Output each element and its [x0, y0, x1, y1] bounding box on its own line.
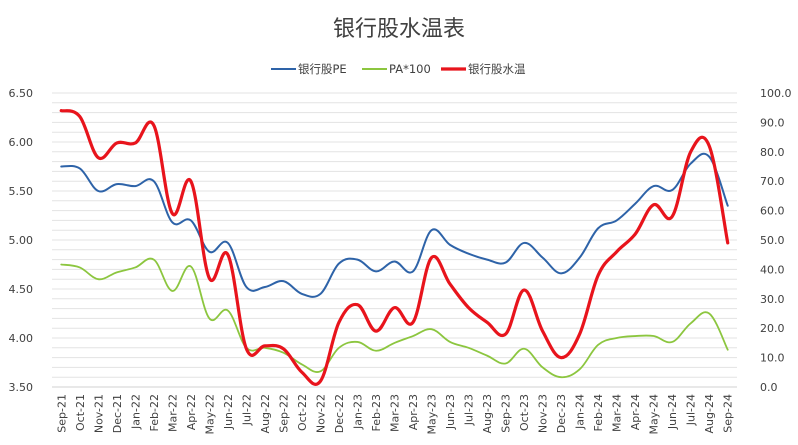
x-axis-tick-label: May-22 — [203, 394, 216, 435]
series-line-bank-temperature — [59, 109, 730, 386]
left-axis-tick-label: 5.00 — [9, 234, 34, 247]
x-axis-tick-label: Oct-22 — [296, 394, 309, 431]
x-axis-tick-label: Sep-22 — [277, 394, 290, 433]
x-axis-tick-label: Feb-23 — [370, 394, 383, 431]
chart-title: 银行股水温表 — [333, 17, 465, 42]
x-axis-tick-label: Mar-22 — [166, 394, 179, 432]
x-axis-tick-label: Jun-23 — [444, 394, 457, 430]
right-axis-tick-label: 20.0 — [760, 322, 785, 335]
right-axis-tick-label: 70.0 — [760, 175, 785, 188]
left-axis-tick-label: 4.00 — [9, 332, 34, 345]
left-axis-tick-label: 4.50 — [9, 283, 34, 296]
x-axis-tick-label: Dec-21 — [111, 394, 124, 433]
x-axis-tick-label: May-24 — [648, 394, 661, 435]
legend: 银行股PE PA*100 银行股水温 — [271, 62, 526, 76]
x-axis-tick-label: May-23 — [426, 394, 439, 435]
x-axis-tick-label: Jun-22 — [222, 394, 235, 430]
right-axis: 0.0 10.0 20.0 30.0 40.0 50.0 60.0 70.0 80.0 90.0 1… — [760, 87, 792, 394]
right-axis-tick-label: 10.0 — [760, 352, 785, 365]
x-axis-tick-label: Feb-24 — [592, 394, 605, 431]
x-axis-tick-label: Aug-22 — [259, 394, 272, 433]
x-axis-tick-label: Jan-24 — [574, 394, 587, 430]
right-axis-tick-label: 80.0 — [760, 146, 785, 159]
left-axis: 3.50 4.00 4.50 5.00 5.50 6.00 6.50 — [9, 87, 34, 394]
right-axis-tick-label: 40.0 — [760, 263, 785, 276]
x-axis-tick-label: Apr-23 — [407, 394, 420, 430]
x-axis-tick-label: Dec-22 — [333, 394, 346, 433]
legend-label: 银行股PE — [298, 62, 347, 76]
left-axis-tick-label: 3.50 — [9, 381, 34, 394]
x-axis-tick-label: Jul-23 — [463, 394, 476, 426]
x-axis-tick-label: Apr-24 — [629, 394, 642, 430]
x-axis-tick-label: Aug-23 — [481, 394, 494, 433]
x-axis-tick-label: Feb-22 — [148, 394, 161, 431]
right-axis-tick-label: 50.0 — [760, 234, 785, 247]
series-lines — [59, 109, 730, 386]
x-axis-tick-label: Mar-24 — [611, 394, 624, 432]
gridlines — [52, 92, 737, 388]
right-axis-tick-label: 60.0 — [760, 205, 785, 218]
series-line-pa100 — [60, 257, 729, 379]
right-axis-tick-label: 90.0 — [760, 116, 785, 129]
x-axis-tick-label: Oct-21 — [74, 394, 87, 431]
x-axis: Sep-21 Oct-21 Nov-21 Dec-21 Jan-22 Feb-22 Mar-… — [55, 394, 734, 435]
x-axis-tick-label: Apr-22 — [185, 394, 198, 430]
left-axis-tick-label: 5.50 — [9, 185, 34, 198]
x-axis-tick-label: Mar-23 — [389, 394, 402, 432]
left-axis-tick-label: 6.00 — [9, 136, 34, 149]
legend-label: 银行股水温 — [468, 62, 526, 76]
x-axis-tick-label: Jun-24 — [666, 394, 679, 430]
right-axis-tick-label: 100.0 — [760, 87, 792, 100]
x-axis-tick-label: Dec-23 — [555, 394, 568, 433]
x-axis-tick-label: Jul-22 — [240, 394, 253, 426]
right-axis-tick-label: 0.0 — [760, 381, 778, 394]
x-axis-tick-label: Jan-22 — [129, 394, 142, 430]
left-axis-tick-label: 6.50 — [9, 87, 34, 100]
x-axis-tick-label: Aug-24 — [703, 394, 716, 433]
series-line-bank-pe — [60, 152, 729, 298]
x-axis-tick-label: Sep-23 — [500, 394, 513, 433]
x-axis-tick-label: Nov-21 — [92, 394, 105, 433]
x-axis-tick-label: Oct-23 — [518, 394, 531, 431]
x-axis-tick-label: Jul-24 — [685, 394, 698, 426]
x-axis-tick-label: Nov-22 — [314, 394, 327, 433]
x-axis-tick-label: Nov-23 — [537, 394, 550, 433]
x-axis-tick-label: Sep-21 — [55, 394, 68, 433]
x-axis-tick-label: Sep-24 — [722, 394, 735, 433]
legend-label: PA*100 — [389, 62, 431, 76]
right-axis-tick-label: 30.0 — [760, 293, 785, 306]
x-axis-tick-label: Jan-23 — [351, 394, 364, 430]
